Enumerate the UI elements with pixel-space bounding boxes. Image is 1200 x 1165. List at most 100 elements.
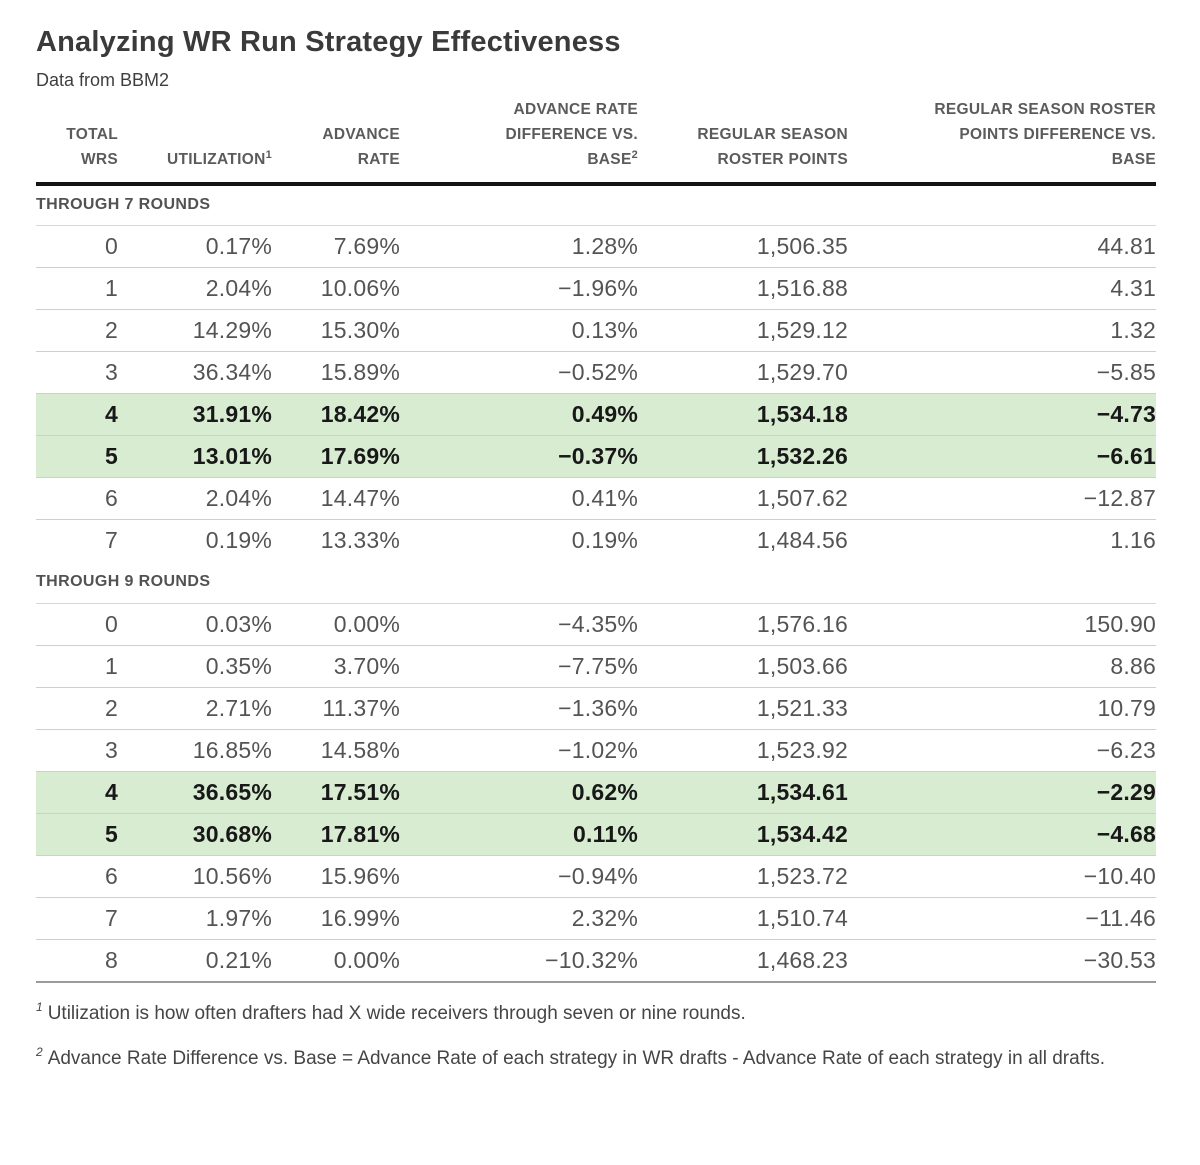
table-cell: 7 xyxy=(105,527,118,554)
section-row: THROUGH 7 ROUNDS xyxy=(36,183,1156,227)
table-row: 5 30.68% 17.81% 0.11% 1,534.42 −4.68 xyxy=(36,813,1156,857)
table-cell: 16.85% xyxy=(118,729,272,773)
table-cell: 6 xyxy=(36,477,118,521)
table-cell: 1,529.70 xyxy=(638,351,848,395)
table-cell: 1 xyxy=(36,645,118,689)
table-cell: −7.75% xyxy=(400,645,638,689)
table-cell: 13.01% xyxy=(118,435,272,479)
table-cell: 18.42% xyxy=(272,393,400,437)
table-cell: 0.62% xyxy=(400,771,638,815)
table-cell: 2 xyxy=(36,309,118,353)
table-cell: 0.41% xyxy=(400,477,638,521)
table-cell: 1.16 xyxy=(1110,527,1156,554)
table-cell: 5 xyxy=(36,435,118,479)
table-cell: −30.53 xyxy=(848,939,1156,983)
column-header-roster-points-diff: REGULAR SEASON ROSTER POINTS DIFFERENCE … xyxy=(848,97,1156,186)
page-title: Analyzing WR Run Strategy Effectiveness xyxy=(36,26,621,58)
table-cell: 4 xyxy=(36,393,118,437)
table-cell: 44.81 xyxy=(848,225,1156,269)
table-row: 8 0.21% 0.00% −10.32% 1,468.23 −30.53 xyxy=(36,939,1156,983)
table-body: THROUGH 7 ROUNDS 0 0.17% 7.69% 1.28% 1,506.35… xyxy=(36,183,1156,983)
table-cell: −10.32% xyxy=(400,939,638,983)
table-cell: 3 xyxy=(36,729,118,773)
table-cell: 0.13% xyxy=(400,309,638,353)
table-cell: 1.28% xyxy=(400,225,638,269)
table-cell: 1,532.26 xyxy=(638,435,848,479)
table-cell: 1,516.88 xyxy=(638,267,848,311)
table-cell: 0.21% xyxy=(118,939,272,983)
table-row: 6 10.56% 15.96% −0.94% 1,523.72 −10.40 xyxy=(36,855,1156,899)
column-header-total-wrs: TOTAL WRS xyxy=(36,97,118,186)
table-row: 7 0.19% 13.33% 0.19% 1,484.56 1.16 xyxy=(36,520,1156,562)
table-cell: 5 xyxy=(36,813,118,857)
table-cell: 15.30% xyxy=(272,309,400,353)
column-header-advance-rate-diff: ADVANCE RATE DIFFERENCE VS. BASE2 xyxy=(400,97,638,186)
header-row: TOTAL WRS UTILIZATION1 ADVANCE RATE ADVA… xyxy=(36,97,1156,186)
table-row: 4 31.91% 18.42% 0.49% 1,534.18 −4.73 xyxy=(36,393,1156,437)
table-cell: 8.86 xyxy=(848,645,1156,689)
table-cell: −2.29 xyxy=(848,771,1156,815)
page-subtitle: Data from BBM2 xyxy=(36,70,170,91)
column-header-utilization: UTILIZATION1 xyxy=(118,97,272,186)
table-row: 1 2.04% 10.06% −1.96% 1,516.88 4.31 xyxy=(36,267,1156,311)
table-cell: 15.96% xyxy=(272,855,400,899)
table-cell: −6.61 xyxy=(848,435,1156,479)
table-cell: 2.04% xyxy=(118,477,272,521)
table-cell: −5.85 xyxy=(848,351,1156,395)
table-cell: −4.35% xyxy=(400,603,638,647)
table-cell: 30.68% xyxy=(118,813,272,857)
table-cell: 4 xyxy=(36,771,118,815)
section-label: THROUGH 9 ROUNDS xyxy=(36,561,1156,605)
table-row: 2 14.29% 15.30% 0.13% 1,529.12 1.32 xyxy=(36,309,1156,353)
table-cell: −11.46 xyxy=(848,897,1156,941)
table-cell: 2.04% xyxy=(118,267,272,311)
footnote-2: 2 Advance Rate Difference vs. Base = Adva… xyxy=(36,1045,1106,1069)
data-table: TOTAL WRS UTILIZATION1 ADVANCE RATE ADVA… xyxy=(36,97,1156,983)
table-row: 3 16.85% 14.58% −1.02% 1,523.92 −6.23 xyxy=(36,729,1156,773)
table-cell: 14.29% xyxy=(118,309,272,353)
table-cell: 0.49% xyxy=(400,393,638,437)
table-cell: 0.19% xyxy=(205,527,272,554)
table-header: TOTAL WRS UTILIZATION1 ADVANCE RATE ADVA… xyxy=(36,97,1156,186)
table-cell: 1,468.23 xyxy=(638,939,848,983)
table-cell: 1,523.72 xyxy=(638,855,848,899)
table-cell: 0.35% xyxy=(118,645,272,689)
table-cell: 0.03% xyxy=(118,603,272,647)
table-cell: 14.47% xyxy=(272,477,400,521)
table-cell: 1,484.56 xyxy=(756,527,848,554)
table-cell: 1,529.12 xyxy=(638,309,848,353)
table-cell: 36.65% xyxy=(118,771,272,815)
table-cell: 1,534.61 xyxy=(638,771,848,815)
table-cell: −12.87 xyxy=(848,477,1156,521)
table-cell: 10.79 xyxy=(848,687,1156,731)
table-cell: 17.51% xyxy=(272,771,400,815)
table-cell: 3 xyxy=(36,351,118,395)
column-header-roster-points: REGULAR SEASON ROSTER POINTS xyxy=(638,97,848,186)
table-cell: 1,523.92 xyxy=(638,729,848,773)
table-cell: 1 xyxy=(36,267,118,311)
table-cell: 1,503.66 xyxy=(638,645,848,689)
table-row: 1 0.35% 3.70% −7.75% 1,503.66 8.86 xyxy=(36,645,1156,689)
table-cell: 1.32 xyxy=(848,309,1156,353)
table-cell: 7.69% xyxy=(272,225,400,269)
table-cell: 1,534.42 xyxy=(638,813,848,857)
table-cell: 0 xyxy=(36,225,118,269)
table-cell: 15.89% xyxy=(272,351,400,395)
table-cell: 16.99% xyxy=(272,897,400,941)
table-cell: 1,521.33 xyxy=(638,687,848,731)
footnote-1: 1 Utilization is how often drafters had X… xyxy=(36,1000,746,1024)
table-cell: 0.00% xyxy=(272,603,400,647)
section-label: THROUGH 7 ROUNDS xyxy=(36,183,1156,227)
table-cell: 2.32% xyxy=(400,897,638,941)
table-cell: −10.40 xyxy=(848,855,1156,899)
table-cell: −4.68 xyxy=(848,813,1156,857)
table-cell: 31.91% xyxy=(118,393,272,437)
table-row: 0 0.17% 7.69% 1.28% 1,506.35 44.81 xyxy=(36,225,1156,269)
table-cell: 7 xyxy=(36,897,118,941)
table-cell: 10.56% xyxy=(118,855,272,899)
table-cell: 0 xyxy=(36,603,118,647)
table-row: 0 0.03% 0.00% −4.35% 1,576.16 150.90 xyxy=(36,603,1156,647)
table-cell: 1,576.16 xyxy=(638,603,848,647)
table-cell: 11.37% xyxy=(272,687,400,731)
